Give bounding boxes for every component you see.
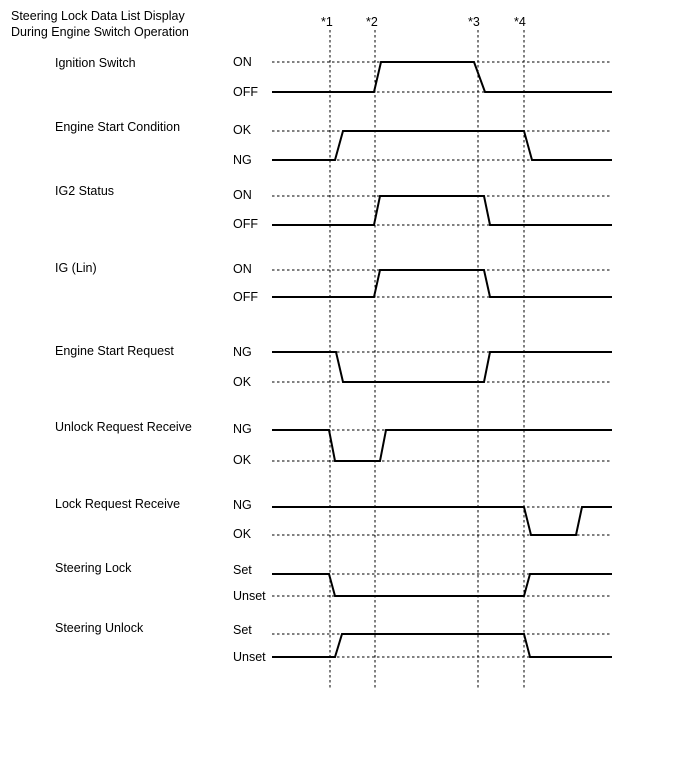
low-level-label: OK: [233, 375, 252, 389]
signal-engine-start-condition: Engine Start Condition OK NG: [55, 120, 612, 167]
low-level-label: NG: [233, 153, 252, 167]
signal-unlock-request-receive: Unlock Request Receive NG OK: [55, 420, 612, 467]
low-level-label: Unset: [233, 650, 266, 664]
high-level-label: ON: [233, 188, 252, 202]
signal-waveform: [272, 429, 612, 462]
high-level-label: OK: [233, 123, 252, 137]
high-level-label: Set: [233, 563, 252, 577]
marker-label-2: *2: [366, 15, 378, 29]
signal-waveform: [272, 573, 612, 597]
diagram-title-line2: During Engine Switch Operation: [11, 25, 189, 39]
signal-name: Lock Request Receive: [55, 497, 180, 511]
low-level-label: OFF: [233, 85, 258, 99]
high-level-label: Set: [233, 623, 252, 637]
signal-waveform: [272, 351, 612, 383]
low-level-label: Unset: [233, 589, 266, 603]
signal-name: Unlock Request Receive: [55, 420, 192, 434]
high-level-label: NG: [233, 422, 252, 436]
signal-ig2-status: IG2 Status ON OFF: [55, 184, 612, 231]
low-level-label: OK: [233, 527, 252, 541]
signal-name: Engine Start Condition: [55, 120, 180, 134]
signal-name: Steering Unlock: [55, 621, 144, 635]
signal-name: IG2 Status: [55, 184, 114, 198]
signal-name: Steering Lock: [55, 561, 132, 575]
signal-name: Ignition Switch: [55, 56, 136, 70]
signal-ig-lin: IG (Lin) ON OFF: [55, 261, 612, 304]
marker-label-1: *1: [321, 15, 333, 29]
diagram-title-line1: Steering Lock Data List Display: [11, 9, 185, 23]
signal-waveform: [272, 195, 612, 226]
signal-engine-start-request: Engine Start Request NG OK: [55, 344, 612, 389]
low-level-label: OK: [233, 453, 252, 467]
signal-waveform: [272, 506, 612, 536]
signal-waveform: [272, 633, 612, 658]
high-level-label: ON: [233, 262, 252, 276]
low-level-label: OFF: [233, 217, 258, 231]
signal-waveform: [272, 130, 612, 161]
high-level-label: ON: [233, 55, 252, 69]
low-level-label: OFF: [233, 290, 258, 304]
signal-lock-request-receive: Lock Request Receive NG OK: [55, 497, 612, 541]
signal-name: IG (Lin): [55, 261, 97, 275]
signal-ignition-switch: Ignition Switch ON OFF: [55, 55, 612, 99]
signal-steering-lock: Steering Lock Set Unset: [55, 561, 612, 603]
signal-waveform: [272, 61, 612, 93]
signal-waveform: [272, 269, 612, 298]
signal-name: Engine Start Request: [55, 344, 174, 358]
high-level-label: NG: [233, 345, 252, 359]
signal-steering-unlock: Steering Unlock Set Unset: [55, 621, 612, 664]
marker-label-3: *3: [468, 15, 480, 29]
marker-label-4: *4: [514, 15, 526, 29]
high-level-label: NG: [233, 498, 252, 512]
